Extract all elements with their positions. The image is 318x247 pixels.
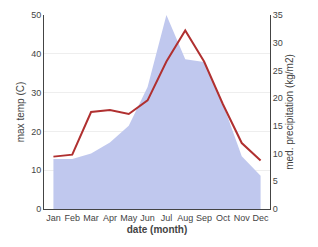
svg-text:15: 15	[273, 121, 283, 131]
svg-text:max temp (C): max temp (C)	[15, 82, 26, 143]
svg-text:Feb: Feb	[64, 213, 80, 223]
svg-text:Dec: Dec	[253, 213, 270, 223]
svg-text:30: 30	[31, 88, 41, 98]
svg-text:Mar: Mar	[83, 213, 99, 223]
svg-text:Sep: Sep	[196, 213, 212, 223]
svg-text:5: 5	[273, 176, 278, 186]
svg-text:30: 30	[273, 38, 283, 48]
svg-text:50: 50	[31, 10, 41, 20]
svg-text:Jun: Jun	[140, 213, 155, 223]
svg-text:Jul: Jul	[161, 213, 173, 223]
svg-text:May: May	[120, 213, 138, 223]
svg-text:40: 40	[31, 49, 41, 59]
svg-text:20: 20	[31, 127, 41, 137]
svg-text:0: 0	[36, 204, 41, 214]
svg-text:20: 20	[273, 93, 283, 103]
svg-text:10: 10	[31, 165, 41, 175]
svg-text:35: 35	[273, 10, 283, 20]
svg-text:Oct: Oct	[216, 213, 231, 223]
svg-text:10: 10	[273, 149, 283, 159]
svg-text:med. precipitation (kg/m2): med. precipitation (kg/m2)	[284, 54, 295, 170]
svg-text:Apr: Apr	[103, 213, 117, 223]
svg-text:Jan: Jan	[46, 213, 61, 223]
svg-text:Aug: Aug	[177, 213, 193, 223]
svg-text:25: 25	[273, 66, 283, 76]
svg-text:date (month): date (month)	[127, 224, 188, 235]
svg-text:0: 0	[273, 204, 278, 214]
svg-text:Nov: Nov	[234, 213, 251, 223]
